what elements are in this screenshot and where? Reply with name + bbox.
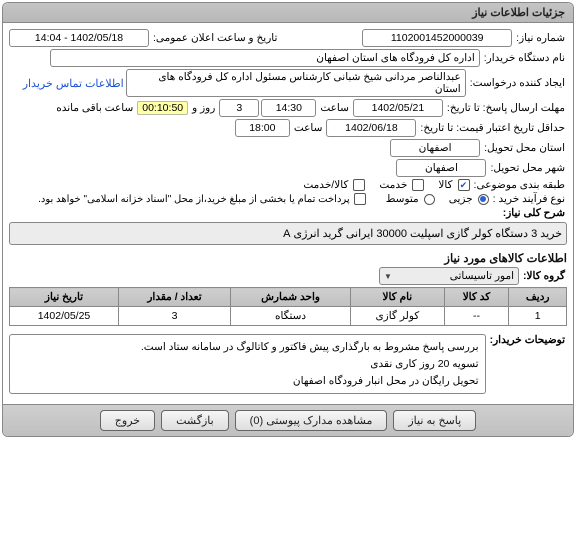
need-no-label: شماره نیاز: [514, 32, 567, 44]
classify-group: کالا خدمت کالا/خدمت [301, 179, 469, 191]
delivery-loc-value: اصفهان [390, 139, 480, 157]
classify-label: طبقه بندی موضوعی: [472, 179, 567, 191]
buy-type-option-label: متوسط [384, 193, 421, 205]
row-classify: طبقه بندی موضوعی: کالا خدمت کالا/خدمت [9, 179, 567, 191]
table-cell: 3 [119, 307, 231, 326]
group-value: امور تاسیساتی [450, 270, 514, 282]
row-buy-type: نوع فرآیند خرید : جزیی متوسط پرداخت تمام … [9, 193, 567, 205]
buyer-note-line-3: تحویل رایگان در محل انبار فرودگاه اصفهان [16, 373, 479, 390]
row-min-valid: حداقل تاریخ اعتبار قیمت: تا تاریخ: 1402/… [9, 119, 567, 137]
table-header-row: ردیفکد کالانام کالاواحد شمارشتعداد / مقد… [10, 288, 567, 307]
row-summary: شرح کلی نیاز: [9, 207, 567, 219]
table-cell: 1402/05/25 [10, 307, 119, 326]
back-button[interactable]: بازگشت [161, 410, 229, 431]
row-need-no: شماره نیاز: 1102001452000039 تاریخ و ساع… [9, 29, 567, 47]
panel-title: جزئیات اطلاعات نیاز [3, 3, 573, 23]
delivery-city-value: اصفهان [396, 159, 486, 177]
table-cell: -- [444, 307, 509, 326]
table-header-cell: واحد شمارش [230, 288, 350, 307]
row-group: گروه کالا: امور تاسیساتی ▼ [9, 267, 567, 285]
installment-checkbox[interactable] [354, 193, 366, 205]
table-header-cell: تاریخ نیاز [10, 288, 119, 307]
announce-value: 1402/05/18 - 14:04 [9, 29, 149, 47]
table-cell: دستگاه [230, 307, 350, 326]
checkbox-icon [412, 179, 424, 191]
items-section-title: اطلاعات کالاهای مورد نیاز [9, 251, 567, 265]
buyer-notes-label: توضیحات خریدار: [488, 330, 567, 346]
table-cell: 1 [509, 307, 567, 326]
classify-option-2[interactable]: کالا/خدمت [301, 179, 365, 191]
table-header-cell: کد کالا [444, 288, 509, 307]
row-buyer-notes: توضیحات خریدار: بررسی پاسخ مشروط به بارگ… [9, 330, 567, 398]
countdown-timer: 00:10:50 [137, 101, 188, 115]
buyer-note-line-2: تسویه 20 روز کاری نقدی [16, 356, 479, 373]
radio-icon [424, 194, 435, 205]
chevron-down-icon: ▼ [384, 272, 392, 281]
classify-option-label: خدمت [377, 179, 409, 191]
time-label-1: ساعت [318, 102, 351, 114]
contact-link[interactable]: اطلاعات تماس خریدار [23, 77, 124, 90]
checkbox-icon [353, 179, 365, 191]
table-header-cell: ردیف [509, 288, 567, 307]
exit-button[interactable]: خروج [100, 410, 155, 431]
buyer-notes-box: بررسی پاسخ مشروط به بارگذاری پیش فاکتور … [9, 334, 486, 394]
creator-value: عبدالناصر مردانی شیخ شبانی کارشناس مسئول… [126, 69, 466, 97]
buy-type-option-label: جزیی [447, 193, 475, 205]
buy-type-group: جزیی متوسط [384, 193, 489, 205]
classify-option-label: کالا/خدمت [301, 179, 350, 191]
row-buyer-org: نام دستگاه خریدار: اداره کل فرودگاه های … [9, 49, 567, 67]
announce-label: تاریخ و ساعت اعلان عمومی: [151, 32, 279, 44]
buyer-org-value: اداره کل فرودگاه های استان اصفهان [50, 49, 480, 67]
need-no-value: 1102001452000039 [362, 29, 512, 47]
days-and-label: روز و [190, 102, 217, 114]
checkbox-icon [458, 179, 470, 191]
buyer-org-label: نام دستگاه خریدار: [482, 52, 567, 64]
min-valid-date: 1402/06/18 [326, 119, 416, 137]
min-valid-label: حداقل تاریخ اعتبار قیمت: تا تاریخ: [418, 122, 567, 134]
min-valid-time: 18:00 [235, 119, 290, 137]
table-header-cell: نام کالا [351, 288, 444, 307]
table-body: 1--کولر گازیدستگاه31402/05/25 [10, 307, 567, 326]
remain-days: 3 [219, 99, 259, 117]
classify-option-label: کالا [436, 179, 454, 191]
table-row[interactable]: 1--کولر گازیدستگاه31402/05/25 [10, 307, 567, 326]
row-creator: ایجاد کننده درخواست: عبدالناصر مردانی شی… [9, 69, 567, 97]
deadline-label: مهلت ارسال پاسخ: تا تاریخ: [445, 102, 567, 114]
table-cell: کولر گازی [351, 307, 444, 326]
time-label-2: ساعت [292, 122, 325, 134]
classify-option-0[interactable]: کالا [436, 179, 469, 191]
buy-type-option-0[interactable]: جزیی [447, 193, 489, 205]
classify-option-1[interactable]: خدمت [377, 179, 424, 191]
remain-suffix: ساعت باقی مانده [54, 102, 135, 114]
footer-bar: پاسخ به نیاز مشاهده مدارک پیوستی (0) باز… [3, 404, 573, 436]
delivery-loc-label: استان محل تحویل: [482, 142, 567, 154]
group-label: گروه کالا: [521, 270, 567, 282]
deadline-date: 1402/05/21 [353, 99, 443, 117]
buyer-note-line-1: بررسی پاسخ مشروط به بارگذاری پیش فاکتور … [16, 339, 479, 356]
reply-button[interactable]: پاسخ به نیاز [393, 410, 476, 431]
installment-note: پرداخت تمام یا بخشی از مبلغ خرید،از محل … [36, 194, 352, 205]
attachments-button[interactable]: مشاهده مدارک پیوستی (0) [235, 410, 388, 431]
summary-text: خرید 3 دستگاه کولر گازی اسپلیت 30000 ایر… [9, 222, 567, 245]
deadline-time: 14:30 [261, 99, 316, 117]
need-details-panel: جزئیات اطلاعات نیاز شماره نیاز: 11020014… [2, 2, 574, 437]
row-delivery-province: استان محل تحویل: اصفهان [9, 139, 567, 157]
group-dropdown[interactable]: امور تاسیساتی ▼ [379, 267, 519, 285]
items-table: ردیفکد کالانام کالاواحد شمارشتعداد / مقد… [9, 287, 567, 326]
table-header-cell: تعداد / مقدار [119, 288, 231, 307]
creator-label: ایجاد کننده درخواست: [468, 77, 567, 89]
summary-label: شرح کلی نیاز: [501, 207, 567, 219]
row-deadline: مهلت ارسال پاسخ: تا تاریخ: 1402/05/21 سا… [9, 99, 567, 117]
panel-body: شماره نیاز: 1102001452000039 تاریخ و ساع… [3, 23, 573, 404]
radio-icon [478, 194, 489, 205]
row-delivery-city: شهر محل تحویل: اصفهان [9, 159, 567, 177]
buy-type-option-1[interactable]: متوسط [384, 193, 435, 205]
delivery-city-label: شهر محل تحویل: [488, 162, 567, 174]
buy-type-label: نوع فرآیند خرید : [491, 193, 567, 205]
